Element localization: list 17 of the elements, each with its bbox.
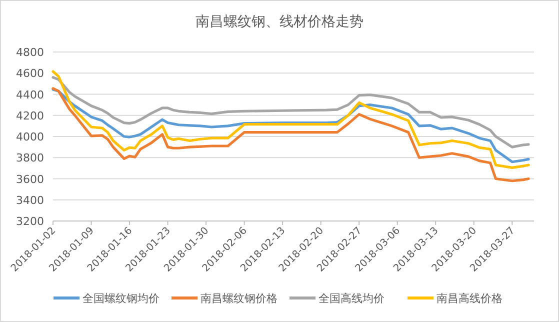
y-tick-label: 3200 (16, 215, 44, 228)
legend-label: 全国高线均价 (318, 292, 384, 305)
line-series (52, 70, 530, 169)
line-series (52, 76, 530, 148)
y-tick-label: 3800 (16, 152, 44, 165)
y-tick-label: 4400 (16, 88, 44, 102)
legend-label: 南昌高线价格 (436, 292, 502, 305)
chart-title: 南昌螺纹钢、线材价格走势 (196, 14, 364, 30)
y-tick-label: 4000 (16, 130, 44, 144)
legend-label: 南昌螺纹钢价格 (200, 292, 278, 305)
y-tick-label: 4200 (16, 109, 44, 122)
legend-label: 全国螺纹钢均价 (82, 292, 160, 305)
y-tick-label: 4800 (16, 46, 44, 59)
y-tick-label: 4600 (16, 67, 44, 80)
y-tick-label: 3400 (16, 194, 44, 207)
y-tick-label: 3600 (16, 172, 44, 186)
line-series (52, 87, 530, 182)
